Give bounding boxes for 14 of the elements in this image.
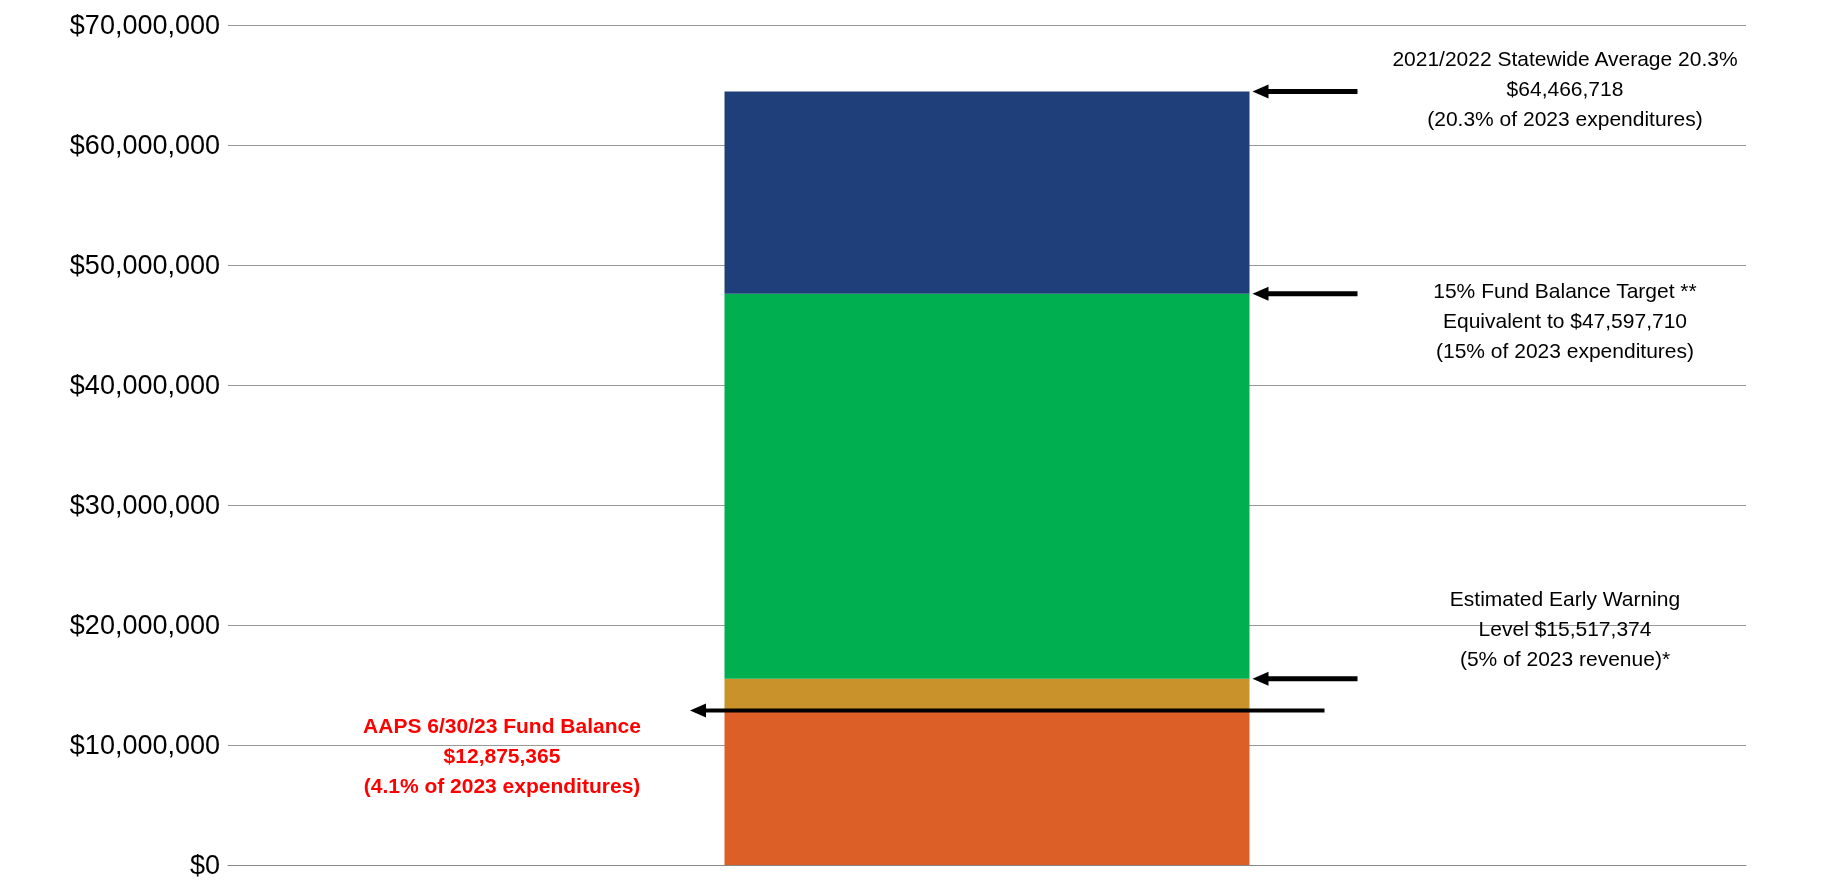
y-tick-label: $20,000,000 xyxy=(69,610,220,640)
y-tick-label: $50,000,000 xyxy=(69,250,220,280)
annotation: Estimated Early Warning Level $15,517,374 (5% of 2023 revenue)* xyxy=(1449,587,1681,671)
y-tick-label: $60,000,000 xyxy=(69,130,220,160)
y-tick-label: $70,000,000 xyxy=(69,10,220,40)
annotation: 2021/2022 Statewide Average 20.3% $64,466,718 (20.3% of 2023 expenditures) xyxy=(1392,46,1738,130)
bar xyxy=(724,293,1250,679)
y-tick-label: $40,000,000 xyxy=(69,370,220,400)
bar xyxy=(724,91,1250,294)
annotation: AAPS 6/30/23 Fund Balance $12,875,365 (4.1% of 2023 expenditures) xyxy=(363,714,641,797)
y-tick-label: $0 xyxy=(189,850,220,880)
y-tick-label: $30,000,000 xyxy=(69,490,220,520)
y-tick-label: $10,000,000 xyxy=(69,730,220,760)
annotation: 15% Fund Balance Target ** Equivalent to $47,597,710 (15% of 2023 expenditures) xyxy=(1433,279,1697,363)
